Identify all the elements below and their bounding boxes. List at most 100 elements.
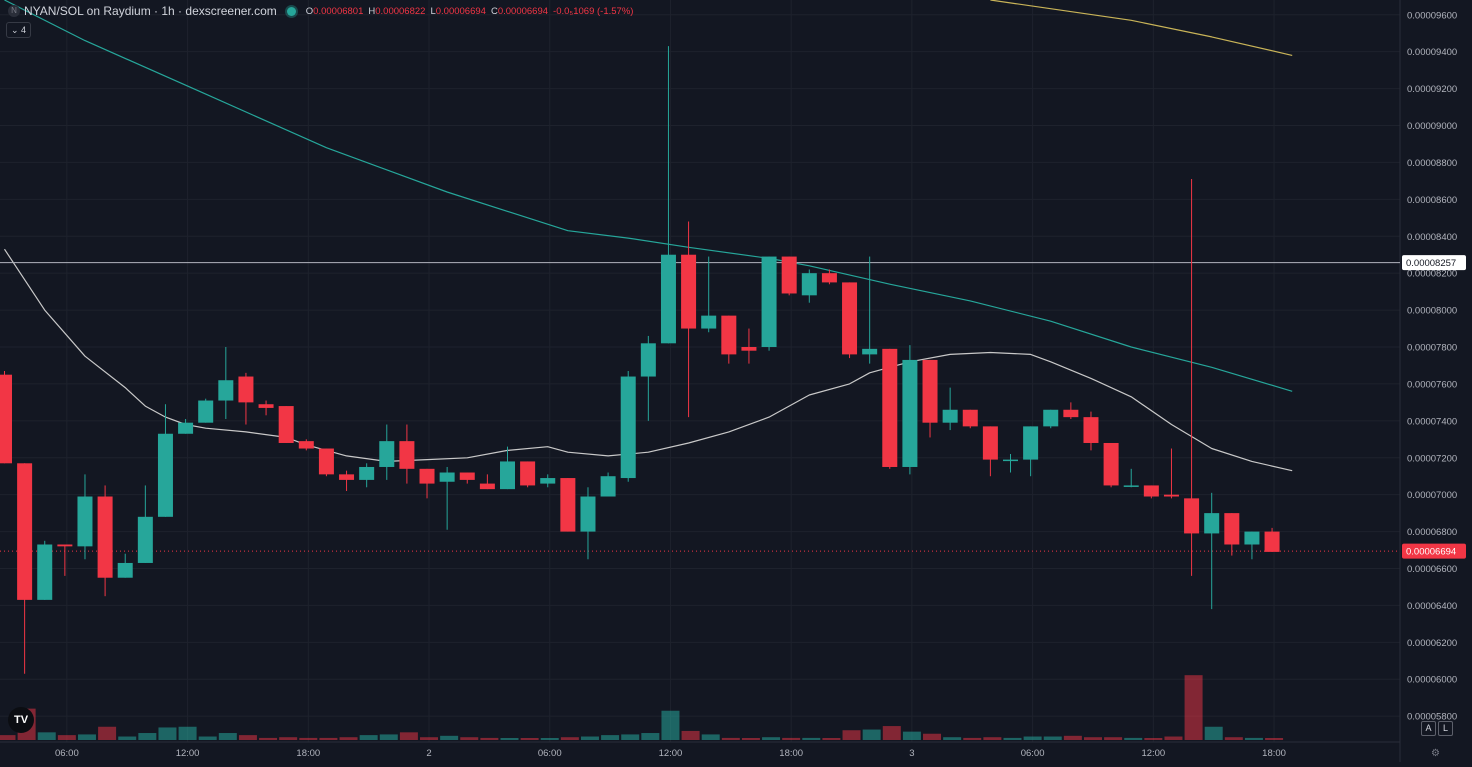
candle-body	[862, 348, 878, 355]
candle-body	[1264, 531, 1280, 552]
volume-bar	[983, 737, 1002, 740]
volume-bar	[1104, 737, 1123, 740]
y-tick-label: 0.00006000	[1407, 675, 1457, 686]
x-tick-label: 06:00	[1021, 748, 1045, 759]
candle-body	[298, 441, 314, 449]
volume-bar	[460, 737, 479, 740]
candle-body	[278, 406, 294, 443]
y-tick-label: 0.00007800	[1407, 343, 1457, 354]
candle-body	[1083, 417, 1099, 443]
volume-bar	[560, 737, 579, 740]
price-label: 0.00006694	[1406, 547, 1456, 558]
volume-bar	[339, 737, 358, 740]
volume-bar	[238, 735, 257, 740]
volume-bar	[621, 734, 640, 740]
volume-bar	[420, 737, 439, 740]
volume-bar	[1265, 738, 1284, 740]
volume-bar	[1023, 736, 1042, 740]
candle-body	[198, 400, 214, 423]
volume-bar	[963, 737, 982, 740]
volume-bar	[0, 735, 16, 740]
ohlc-close: C0.00006694	[490, 5, 549, 17]
x-tick-label: 18:00	[779, 748, 803, 759]
candle-body	[821, 273, 837, 283]
volume-bar	[923, 733, 942, 740]
volume-bar	[57, 735, 76, 740]
auto-scale-button[interactable]: A	[1421, 721, 1436, 736]
candle-body	[842, 282, 858, 355]
y-tick-label: 0.00007200	[1407, 453, 1457, 464]
volume-bar	[77, 734, 96, 740]
candle-body	[681, 254, 697, 329]
x-tick-label: 2	[426, 748, 431, 759]
y-tick-label: 0.00009000	[1407, 121, 1457, 132]
indicators-toggle-button[interactable]: ⌄ 4	[6, 22, 32, 38]
settings-icon[interactable]: ⚙	[1431, 748, 1440, 759]
candle-body	[741, 347, 757, 351]
candle-body	[178, 422, 194, 434]
candle-body	[359, 466, 375, 480]
x-tick-label: 12:00	[659, 748, 683, 759]
candle-body	[781, 256, 797, 294]
candle-body	[721, 315, 737, 355]
x-tick-label: 3	[909, 748, 914, 759]
y-tick-label: 0.00007600	[1407, 379, 1457, 390]
candle-body	[761, 256, 777, 348]
candle-body	[318, 448, 334, 475]
y-tick-label: 0.00007000	[1407, 490, 1457, 501]
volume-bar	[319, 737, 338, 740]
volume-bar	[359, 735, 378, 740]
volume-bar	[480, 737, 499, 740]
y-tick-label: 0.00008000	[1407, 306, 1457, 317]
candle-body	[942, 409, 958, 423]
y-tick-label: 0.00008800	[1407, 158, 1457, 169]
volume-bar	[198, 736, 217, 740]
volume-bar	[259, 737, 278, 740]
moving-average-ma_slow	[990, 0, 1293, 56]
volume-bar	[178, 726, 197, 740]
x-tick-label: 06:00	[538, 748, 562, 759]
candle-body	[1143, 485, 1159, 497]
candle-body	[902, 359, 918, 467]
volume-bar	[1003, 737, 1022, 740]
y-tick-label: 0.00009400	[1407, 47, 1457, 58]
candle-body	[660, 254, 676, 344]
candle-body	[982, 426, 998, 460]
volume-bar	[98, 726, 117, 740]
price-label-box	[1402, 255, 1466, 271]
tradingview-logo[interactable]: TV	[8, 707, 34, 733]
volume-bar	[1144, 738, 1163, 740]
volume-bar	[822, 738, 841, 740]
candle-body	[399, 441, 415, 469]
y-tick-label: 0.00009600	[1407, 10, 1457, 21]
log-scale-button[interactable]: L	[1438, 721, 1453, 736]
candle-body	[1043, 409, 1059, 427]
token-icon: N	[8, 5, 20, 17]
volume-bar	[1184, 675, 1203, 740]
volume-bar	[862, 729, 881, 740]
candle-body	[37, 544, 53, 600]
y-tick-label: 0.00006400	[1407, 601, 1457, 612]
volume-bar	[1244, 737, 1263, 740]
candle-body	[479, 483, 495, 490]
volume-bar	[520, 738, 539, 740]
chart-title: NYAN/SOL on Raydium · 1h · dexscreener.c…	[24, 4, 277, 18]
volume-bar	[540, 738, 559, 740]
y-tick-label: 0.00008200	[1407, 269, 1457, 280]
volume-bar	[1224, 737, 1243, 740]
y-tick-label: 0.00009200	[1407, 84, 1457, 95]
volume-bar	[1164, 736, 1183, 740]
candle-body	[1103, 442, 1119, 486]
candle-body	[520, 461, 536, 486]
candle-body	[1003, 459, 1018, 462]
volume-bar	[138, 733, 157, 740]
volume-bar	[842, 730, 861, 740]
volume-bar	[1063, 735, 1082, 740]
volume-bar	[641, 733, 660, 740]
candle-body	[1023, 426, 1039, 460]
volume-bar	[1204, 726, 1223, 740]
candle-body	[218, 380, 234, 401]
candle-body	[620, 376, 636, 479]
